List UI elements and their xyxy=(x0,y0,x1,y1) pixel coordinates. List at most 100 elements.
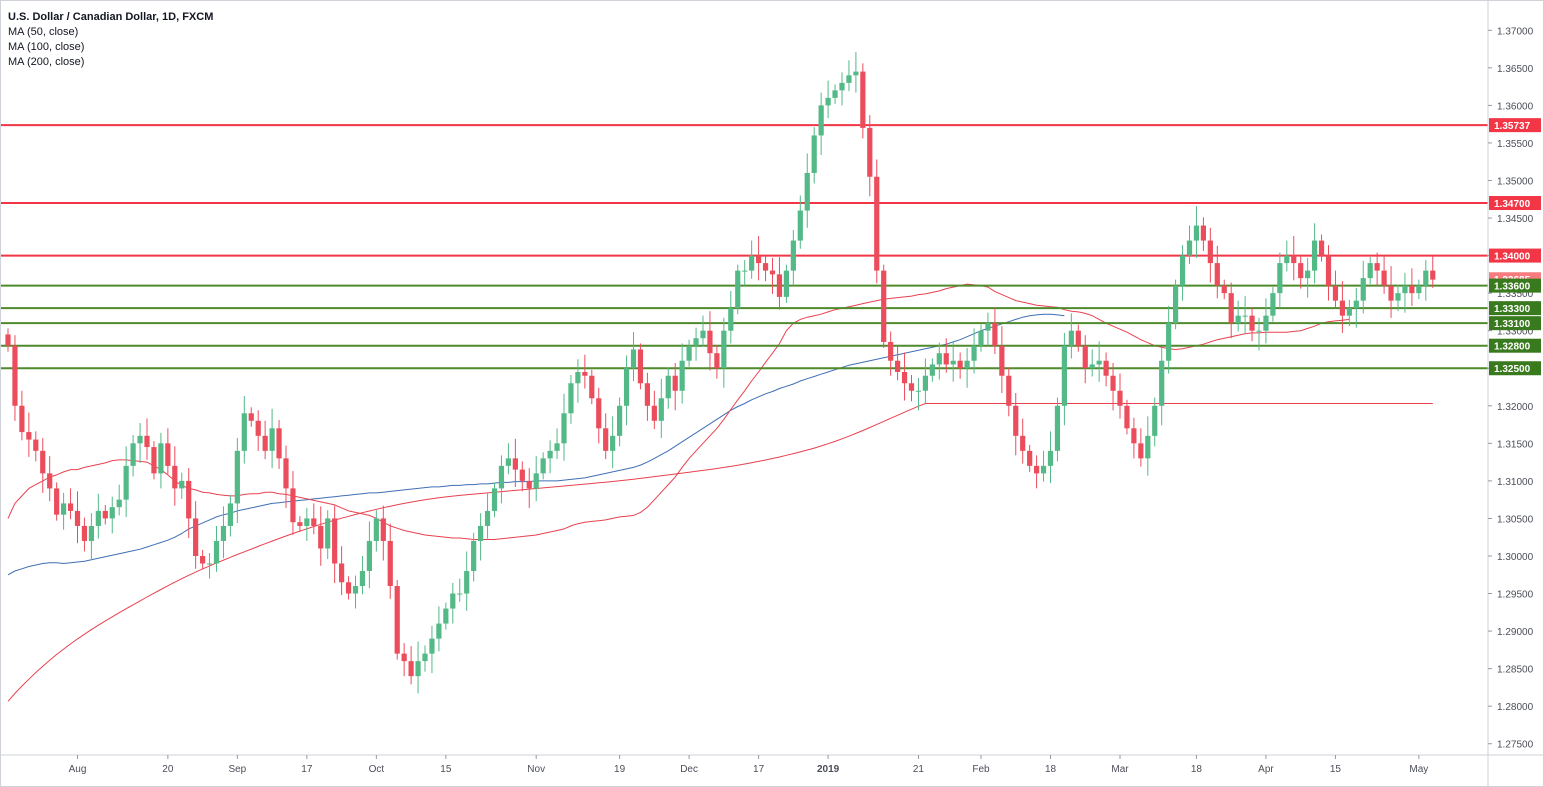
price-label: 1.33600 xyxy=(1494,282,1531,293)
candle-up xyxy=(1423,270,1429,286)
candle-up xyxy=(484,510,491,526)
candle-down xyxy=(290,488,296,523)
candle-up xyxy=(1242,315,1248,317)
candle-down xyxy=(54,488,60,515)
x-tick-label: Mar xyxy=(1111,764,1129,775)
candle-down xyxy=(255,420,261,436)
y-tick-label: 1.35500 xyxy=(1497,139,1534,150)
candle-down xyxy=(1020,435,1026,451)
candle-down xyxy=(908,383,915,391)
candle-down xyxy=(387,540,393,587)
candle-up xyxy=(700,330,706,339)
candle-down xyxy=(1388,285,1394,301)
x-tick-label: Aug xyxy=(69,764,87,775)
x-tick-label: Sep xyxy=(228,764,246,775)
candle-down xyxy=(901,371,908,384)
candle-down xyxy=(1075,330,1081,346)
candle-up xyxy=(241,413,247,451)
candle-up xyxy=(665,375,671,399)
candle-down xyxy=(596,398,602,429)
candle-up xyxy=(1353,300,1359,309)
candle-up xyxy=(1284,255,1290,264)
candle-up xyxy=(1179,255,1186,286)
candle-up xyxy=(679,360,685,391)
candle-up xyxy=(352,586,359,594)
candle-up xyxy=(533,473,539,489)
y-tick-label: 1.29500 xyxy=(1497,590,1534,601)
candle-down xyxy=(888,341,894,361)
candle-down xyxy=(1374,263,1380,271)
candle-up xyxy=(109,507,115,519)
candle-up xyxy=(220,525,227,541)
candle-up xyxy=(568,383,574,414)
horizontal-levels xyxy=(0,124,1488,370)
y-tick-label: 1.28000 xyxy=(1497,702,1534,713)
candle-up xyxy=(61,503,67,515)
y-tick-label: 1.34500 xyxy=(1497,214,1534,225)
x-tick-label: 15 xyxy=(1330,764,1342,775)
candle-down xyxy=(408,661,414,677)
candle-down xyxy=(582,371,588,376)
candle-down xyxy=(165,443,171,466)
candle-up xyxy=(505,458,511,466)
y-tick-label: 1.33000 xyxy=(1497,327,1534,338)
candle-down xyxy=(283,458,289,489)
candle-up xyxy=(443,608,449,624)
price-label: 1.33300 xyxy=(1494,304,1531,315)
candle-down xyxy=(867,127,873,177)
price-label: 1.34700 xyxy=(1494,199,1531,210)
candle-down xyxy=(380,518,386,541)
candle-up xyxy=(1367,263,1373,279)
candle-up xyxy=(1193,225,1200,241)
candle-up xyxy=(498,465,505,489)
x-tick-label: 21 xyxy=(913,764,925,775)
candle-up xyxy=(1305,270,1311,279)
y-tick-label: 1.36000 xyxy=(1497,101,1534,112)
price-labels: 1.357371.347001.340001.336851.336001.333… xyxy=(1489,118,1541,376)
candle-down xyxy=(1103,360,1109,376)
candle-down xyxy=(33,439,39,451)
candle-down xyxy=(200,555,206,564)
candle-up xyxy=(415,661,421,677)
candle-up xyxy=(554,443,560,451)
candle-up xyxy=(922,375,928,391)
candle-down xyxy=(1200,225,1206,241)
candle-down xyxy=(297,522,303,526)
candle-up xyxy=(846,75,852,83)
candle-down xyxy=(311,518,317,526)
price-label-bg xyxy=(1489,196,1541,211)
candle-up xyxy=(269,428,275,451)
candle-up xyxy=(471,540,477,572)
candle-up xyxy=(450,593,456,609)
candle-down xyxy=(1117,390,1123,406)
candle-down xyxy=(1110,375,1116,391)
candle-down xyxy=(151,447,157,474)
candle-down xyxy=(1006,375,1012,406)
x-tick-label: 15 xyxy=(440,764,452,775)
candle-down xyxy=(714,353,720,369)
candle-up xyxy=(1277,263,1283,294)
candle-up xyxy=(123,465,129,500)
x-tick-label: 18 xyxy=(1191,764,1203,775)
candle-up xyxy=(610,435,616,451)
y-tick-label: 1.27500 xyxy=(1497,740,1534,751)
x-tick-label: 2019 xyxy=(817,764,840,775)
candle-down xyxy=(248,413,254,421)
y-tick-label: 1.31000 xyxy=(1497,477,1534,488)
candle-down xyxy=(102,510,108,519)
candle-up xyxy=(1166,323,1172,361)
candle-up xyxy=(88,525,94,541)
candle-up xyxy=(839,82,845,91)
candle-up xyxy=(742,270,748,272)
candle-down xyxy=(762,263,769,271)
candle-up xyxy=(1096,360,1102,365)
candle-down xyxy=(1082,345,1088,369)
y-tick-label: 1.32000 xyxy=(1497,402,1534,413)
price-label: 1.32500 xyxy=(1494,364,1531,375)
candle-down xyxy=(526,480,532,489)
candle-down xyxy=(756,255,762,264)
candle-down xyxy=(394,586,400,654)
candle-up xyxy=(429,638,435,654)
candle-down xyxy=(1381,270,1387,286)
